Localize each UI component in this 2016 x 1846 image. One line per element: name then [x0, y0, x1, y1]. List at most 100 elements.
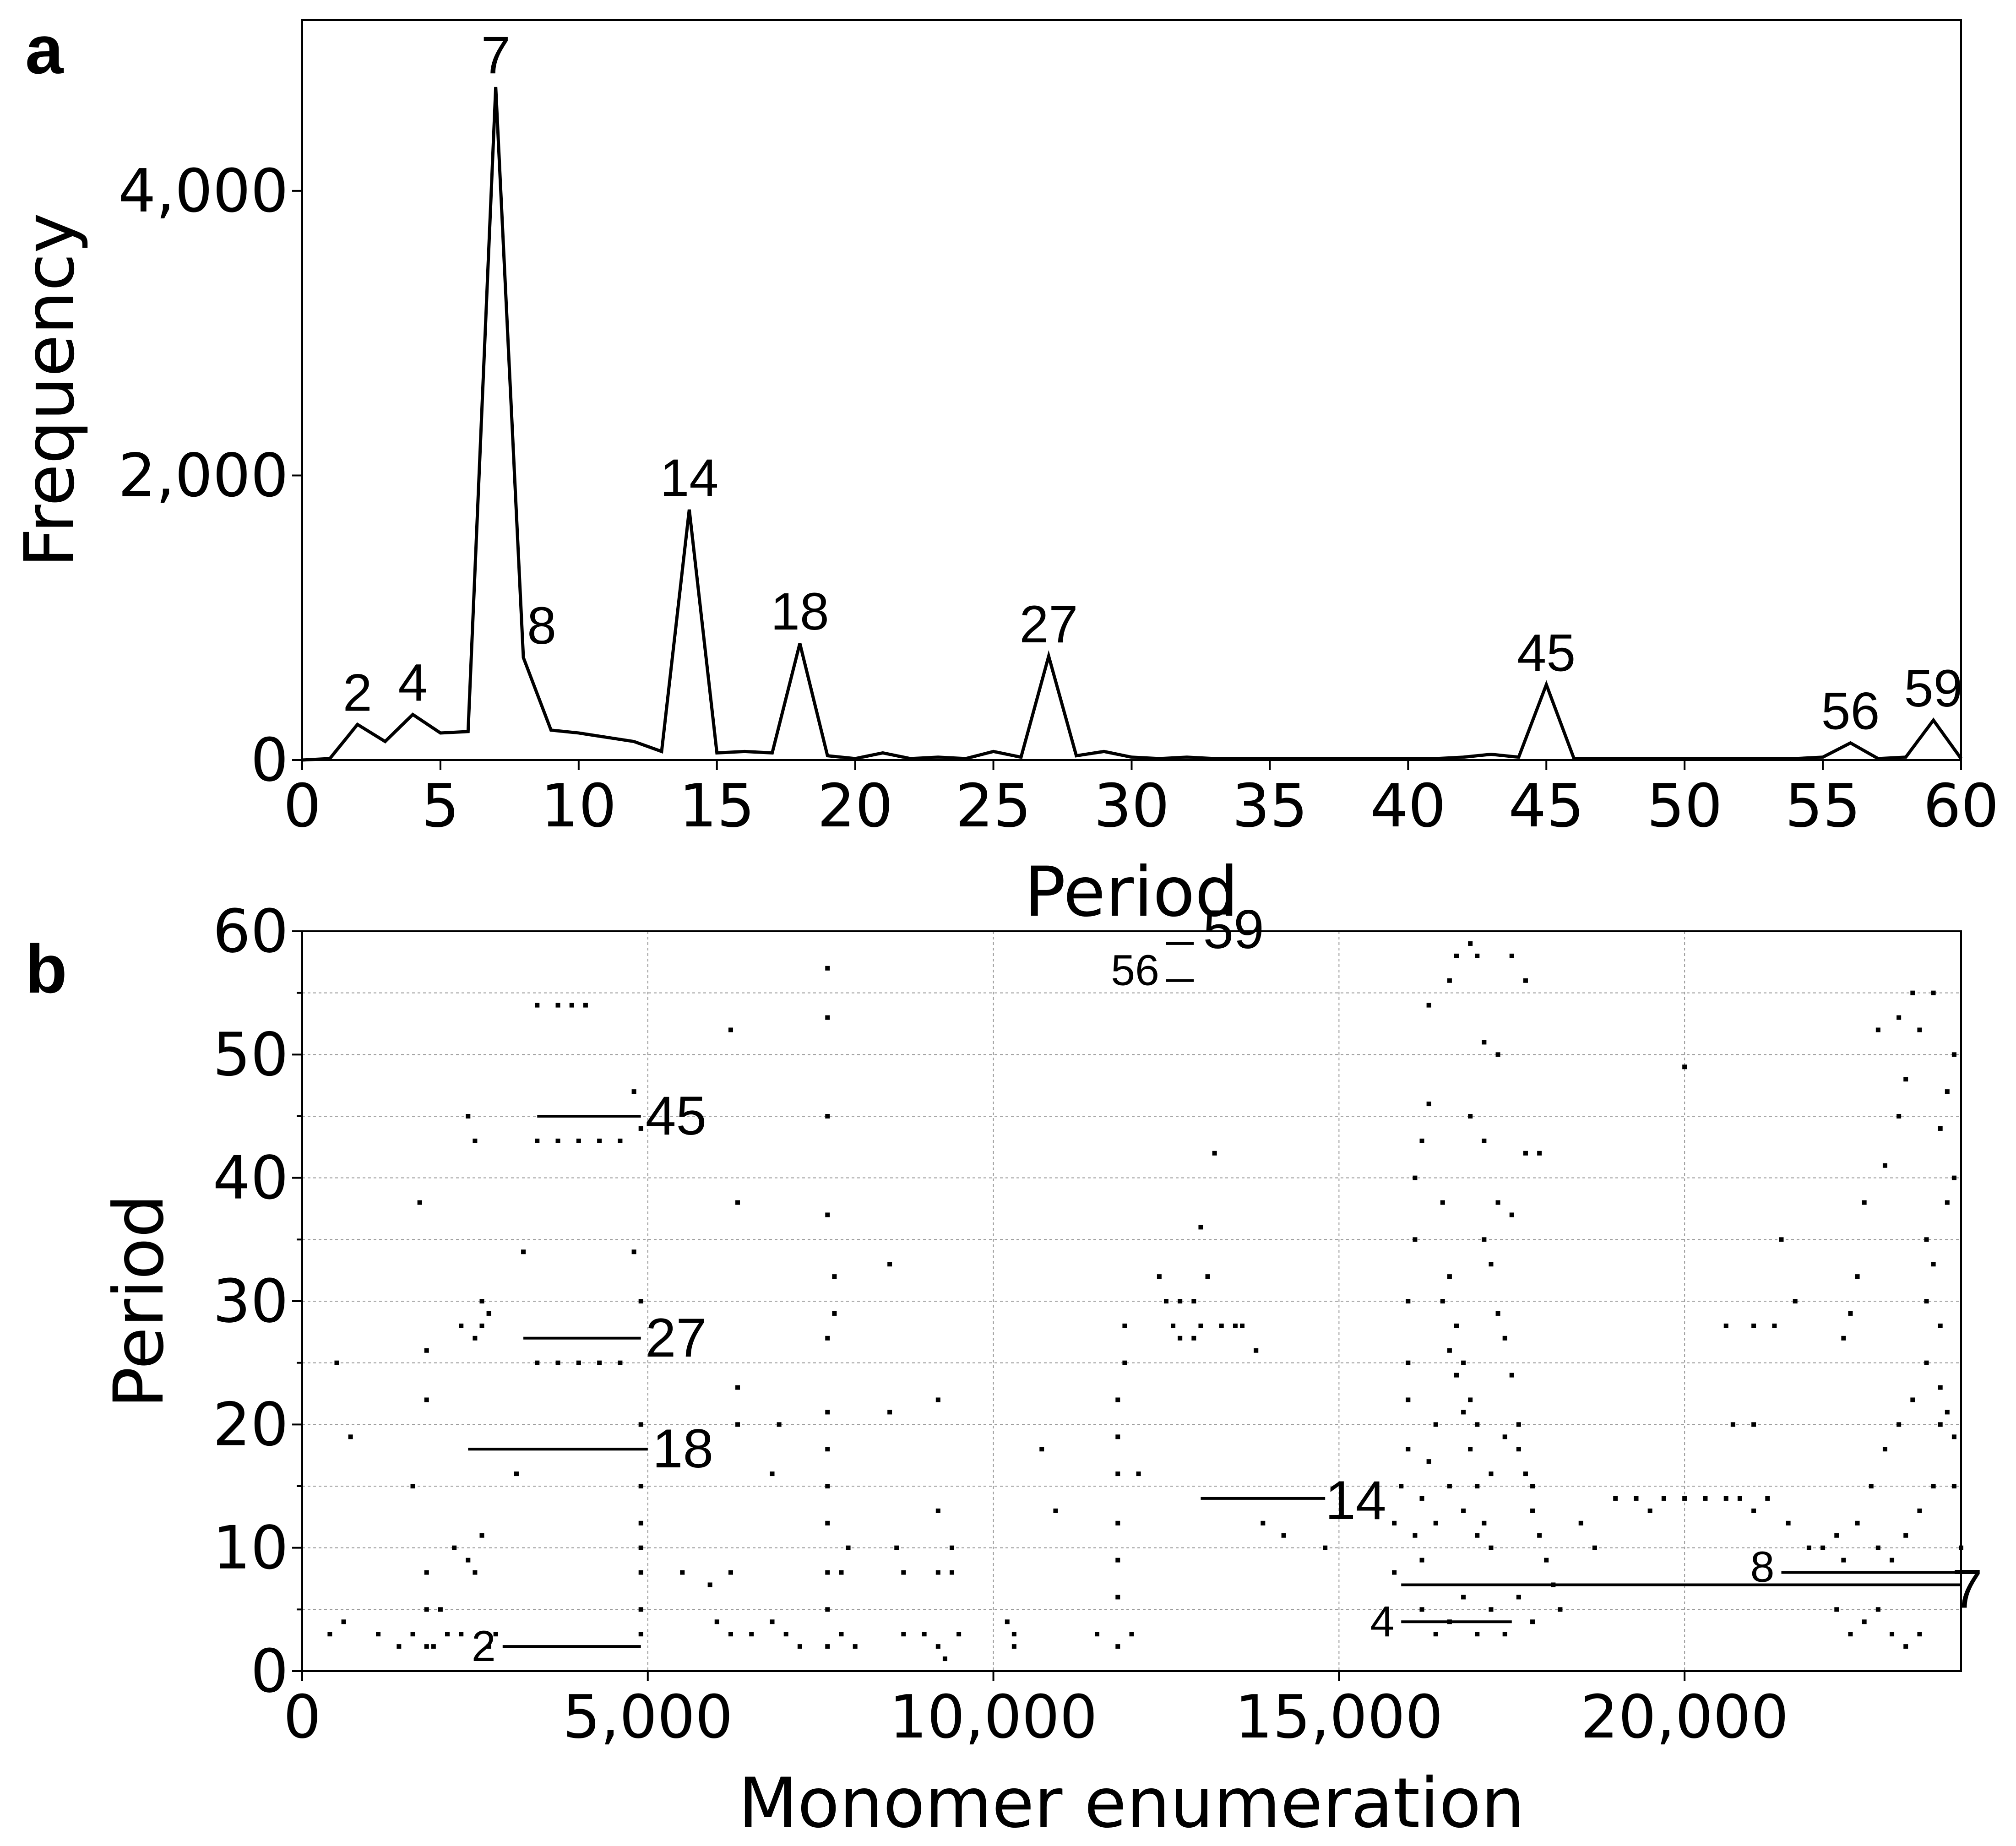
- scatter-point: [853, 1644, 858, 1649]
- scatter-point: [1945, 1200, 1950, 1205]
- scatter-point: [1875, 1607, 1880, 1612]
- scatter-point: [1433, 1520, 1438, 1526]
- scatter-point: [1910, 1397, 1915, 1402]
- frequency-x-tick-label: 30: [1094, 771, 1169, 841]
- scatter-point: [521, 1249, 526, 1254]
- scatter-point: [1178, 1299, 1183, 1303]
- scatter-point: [1523, 978, 1528, 983]
- scatter-point: [735, 1200, 740, 1205]
- frequency-x-tick-label: 10: [541, 771, 616, 841]
- frequency-x-tick-label: 25: [956, 771, 1031, 841]
- scatter-point: [555, 1138, 560, 1143]
- scatter-point: [1053, 1508, 1058, 1513]
- scatter-point: [728, 1027, 733, 1032]
- scatter-point: [1703, 1496, 1708, 1501]
- scatter-point: [638, 1545, 643, 1550]
- scatter-point: [1115, 1558, 1120, 1563]
- scatter-point: [1413, 1175, 1418, 1180]
- band-label: 27: [646, 1307, 706, 1368]
- peak-label: 14: [660, 449, 718, 507]
- scatter-point: [839, 1570, 844, 1575]
- scatter-point: [1862, 1200, 1867, 1205]
- scatter-point: [479, 1533, 484, 1538]
- scatter-point: [1945, 1089, 1950, 1094]
- scatter-point: [1910, 990, 1915, 995]
- scatter-point: [1661, 1496, 1666, 1501]
- scatter-point: [597, 1360, 602, 1365]
- scatter-point: [1841, 1558, 1846, 1563]
- scatter-point: [1931, 1262, 1936, 1267]
- scatter-point: [348, 1434, 353, 1439]
- scatter-point: [1924, 1299, 1929, 1303]
- scatter-point: [1875, 1545, 1880, 1550]
- scatter-point: [1820, 1545, 1826, 1550]
- scatter-point: [825, 1212, 830, 1217]
- scatter-point: [1254, 1348, 1259, 1353]
- scatter-point: [1882, 1163, 1887, 1168]
- scatter-x-tick-label: 0: [283, 1682, 321, 1752]
- scatter-point: [887, 1410, 892, 1415]
- scatter-point: [638, 1422, 643, 1427]
- scatter-point: [1951, 1175, 1956, 1180]
- scatter-point: [1475, 1484, 1480, 1488]
- scatter-point: [1682, 1064, 1687, 1070]
- scatter-point: [1419, 1138, 1424, 1143]
- scatter-y-tick-label: 10: [213, 1513, 288, 1583]
- scatter-x-axis-title: Monomer enumeration: [738, 1764, 1525, 1843]
- scatter-point: [1426, 1003, 1431, 1008]
- scatter-point: [901, 1570, 906, 1575]
- scatter-point: [1406, 1397, 1411, 1402]
- scatter-point: [1399, 1484, 1404, 1488]
- scatter-point: [707, 1582, 712, 1587]
- scatter-point: [1475, 953, 1480, 958]
- scatter-point: [1489, 1262, 1494, 1267]
- scatter-point: [555, 1360, 560, 1365]
- scatter-point: [1938, 1323, 1943, 1328]
- scatter-point: [1495, 1052, 1500, 1057]
- scatter-point: [1875, 1027, 1880, 1032]
- frequency-x-tick-label: 40: [1370, 771, 1446, 841]
- scatter-point: [1115, 1471, 1120, 1477]
- scatter-point: [638, 1570, 643, 1575]
- scatter-point: [459, 1632, 464, 1637]
- band-label: 2: [472, 1622, 496, 1671]
- frequency-x-tick-label: 0: [283, 771, 321, 841]
- scatter-point: [950, 1545, 955, 1550]
- scatter-point: [1489, 1545, 1494, 1550]
- scatter-point: [770, 1619, 775, 1624]
- scatter-point: [1530, 1508, 1535, 1513]
- scatter-point: [1523, 1471, 1528, 1477]
- scatter-point: [1737, 1496, 1742, 1501]
- panel-b-letter: b: [25, 930, 67, 1007]
- scatter-point: [1468, 1397, 1473, 1402]
- scatter-point: [1482, 1040, 1487, 1045]
- scatter-point: [1419, 1607, 1424, 1612]
- scatter-point: [376, 1632, 381, 1637]
- scatter-point: [825, 1114, 830, 1118]
- scatter-point: [1903, 1077, 1908, 1082]
- scatter-point: [1011, 1632, 1016, 1637]
- scatter-point: [1240, 1323, 1245, 1328]
- frequency-x-tick-label: 50: [1646, 771, 1722, 841]
- scatter-point: [1530, 1619, 1535, 1624]
- scatter-point: [825, 1015, 830, 1020]
- scatter-point: [631, 1089, 636, 1094]
- scatter-point: [618, 1138, 623, 1143]
- scatter-point: [1205, 1274, 1210, 1279]
- scatter-point: [1482, 1237, 1487, 1242]
- scatter-point: [1509, 1373, 1514, 1378]
- peak-label: 56: [1821, 682, 1880, 741]
- scatter-point: [1281, 1533, 1286, 1538]
- scatter-x-tick-label: 20,000: [1581, 1682, 1789, 1752]
- scatter-point: [493, 1632, 498, 1637]
- scatter-point: [1730, 1422, 1735, 1427]
- frequency-y-axis-title: Frequency: [10, 213, 90, 568]
- scatter-point: [950, 1570, 955, 1575]
- scatter-point: [1433, 1422, 1438, 1427]
- peak-label: 7: [481, 26, 511, 85]
- scatter-point: [1198, 1225, 1203, 1230]
- scatter-point: [825, 1447, 830, 1452]
- scatter-point: [638, 1607, 643, 1612]
- scatter-point: [638, 1632, 643, 1637]
- scatter-point: [956, 1632, 962, 1637]
